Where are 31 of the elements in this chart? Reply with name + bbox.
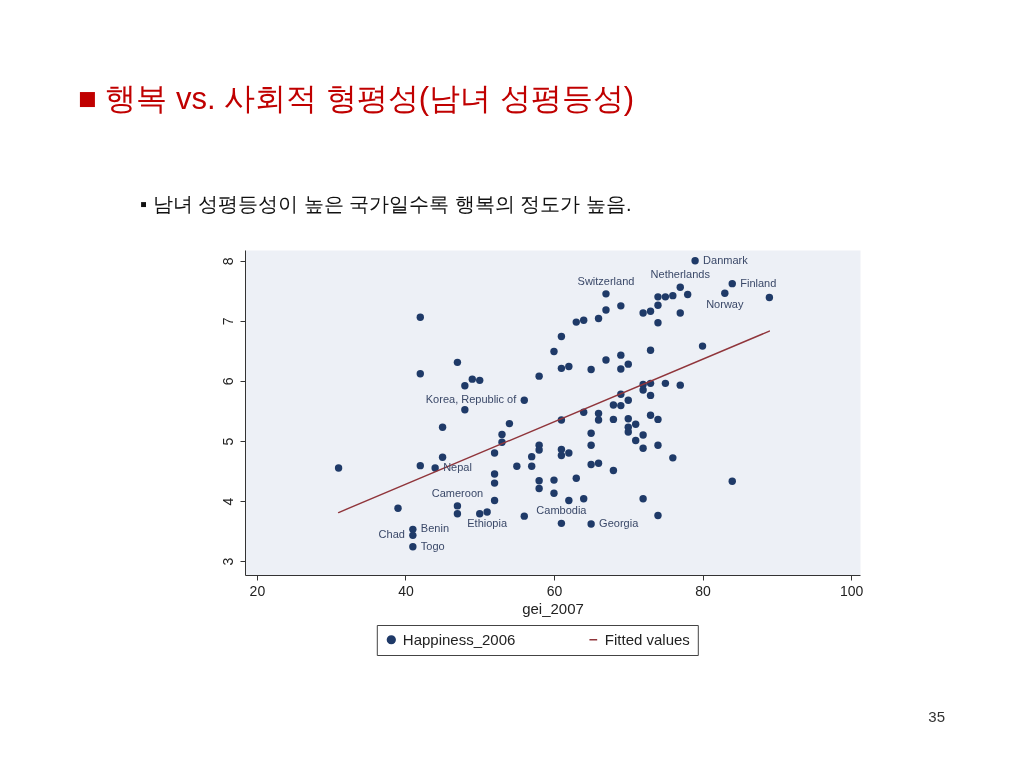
text: 35 [928,708,945,725]
x-tick-label: 40 [398,582,414,599]
annotation: Georgia [599,516,640,529]
legend-label: Fitted values [604,630,690,648]
annotation: Norway [706,298,744,311]
y-tick-label: 7 [219,317,236,326]
annotation: Danmark [703,253,749,266]
annotation: Switzerland [577,274,635,287]
annotation: Netherlands [650,268,711,281]
annotation: Chad [378,528,405,541]
x-tick-label: 80 [695,582,712,599]
y-tick-label: 6 [219,377,236,386]
x-axis-title: gei_2007 [522,599,584,617]
x-tick-label: 20 [249,582,266,599]
y-tick-label: 3 [219,557,236,566]
annotation: Finland [740,276,777,289]
chart-title: ■ 행복 vs. 사회적 형평성(남녀 성평등성) [78,81,635,116]
annotation: Cambodia [536,504,588,517]
x-tick-label: 100 [839,582,864,599]
annotation: Cameroon [431,486,484,499]
y-tick-label: 5 [219,437,236,446]
y-tick-label: 4 [219,497,236,506]
y-tick-label: 8 [219,257,236,266]
annotation: Nepal [443,461,472,474]
annotation: Ethiopia [467,516,508,529]
x-tick-label: 60 [546,582,563,599]
legend-label: Happiness_2006 [402,630,516,648]
annotation: Togo [420,539,445,552]
chart-subtitle: ▪ 남녀 성평등성이 높은 국가일수록 행복의 정도가 높음. [140,193,632,215]
annotation: Korea, Republic of [425,393,518,406]
annotation: Benin [420,522,449,535]
